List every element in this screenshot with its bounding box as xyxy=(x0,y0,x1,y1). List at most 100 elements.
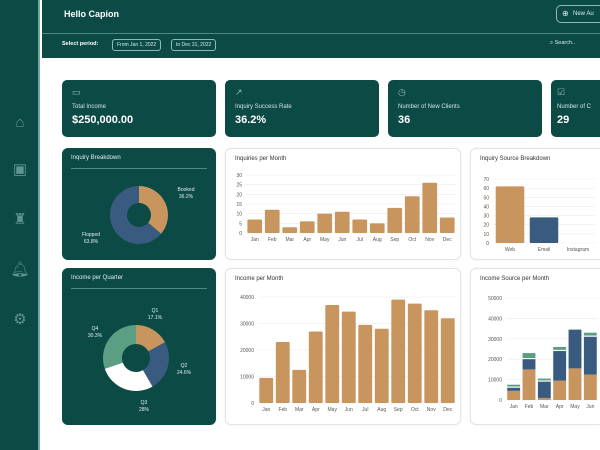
panel-title: Inquiry Breakdown xyxy=(71,155,121,161)
panel-title: Income per Month xyxy=(235,276,284,282)
x-tick-label: Apr xyxy=(556,404,564,410)
bar xyxy=(299,221,315,233)
panel-title: Income Source per Month xyxy=(480,276,550,282)
y-tick-label: 0 xyxy=(499,398,502,404)
bar-segment xyxy=(522,359,536,370)
trophy-icon[interactable]: ♜ xyxy=(13,211,27,228)
income-per-month-panel: Income per Month 0 10000 20000 30000 40000 Ja… xyxy=(225,268,461,425)
y-tick-label: 50000 xyxy=(488,296,502,302)
y-tick-label: 10 xyxy=(483,232,489,238)
inquiry-source-panel: Inquiry Source Breakdown 0 10 20 30 40 50 60 70… xyxy=(470,148,600,260)
income-source-chart: 0 10000 20000 30000 40000 50000 Jan Feb Mar Apr Ma… xyxy=(488,296,598,410)
slice-value: 17.1% xyxy=(148,315,163,321)
inquiries-per-month-chart: 0 5 10 15 20 25 30 Jan Feb Mar Apr May Jun Jul Aug Sep O… xyxy=(236,173,456,243)
bar xyxy=(358,324,373,403)
search-placeholder: Search.. xyxy=(554,40,576,46)
y-tick-label: 0 xyxy=(239,231,242,237)
clock-icon: ◷ xyxy=(398,87,406,97)
x-tick-label: Jun xyxy=(345,407,353,413)
bar xyxy=(391,299,406,403)
x-tick-label: Aug xyxy=(377,407,386,413)
card-label: Inquiry Success Rate xyxy=(235,104,292,110)
y-tick-label: 40000 xyxy=(240,295,254,301)
slice-value: 36.2% xyxy=(179,194,194,200)
donut-slice xyxy=(103,325,136,369)
bar-segment xyxy=(537,397,551,400)
x-tick-label: May xyxy=(328,407,338,413)
y-tick-label: 25 xyxy=(236,183,242,189)
x-tick-label: Jul xyxy=(362,407,368,413)
slice-value: 63.8% xyxy=(84,239,99,245)
x-tick-label: Apr xyxy=(303,237,311,243)
y-tick-label: 30 xyxy=(483,214,489,220)
x-tick-label: Nov xyxy=(425,237,434,243)
card-inquiry-success: ↗ Inquiry Success Rate 36.2% xyxy=(225,80,379,137)
bar-segment xyxy=(537,381,551,398)
slice-label: Q4 xyxy=(92,326,99,332)
bar xyxy=(369,223,385,233)
x-tick-label: May xyxy=(320,237,330,243)
y-tick-label: 10000 xyxy=(240,375,254,381)
card-clients: ☑ Number of C 29 xyxy=(551,80,600,137)
card-value: 29 xyxy=(557,114,570,126)
x-tick-label: Feb xyxy=(525,404,534,410)
new-button[interactable]: ⊕ New Au xyxy=(556,5,600,23)
inquiries-per-month-panel: Inquiries per Month 0 5 10 15 20 25 30 Jan Feb Ma… xyxy=(225,148,461,260)
y-tick-label: 10000 xyxy=(488,378,502,384)
x-tick-label: Jan xyxy=(251,237,259,243)
x-tick-label: Jan xyxy=(262,407,270,413)
donut-slice xyxy=(104,362,153,391)
bar xyxy=(440,318,455,403)
bar-segment xyxy=(568,329,582,369)
bar xyxy=(317,213,333,233)
donut-slice xyxy=(142,342,169,387)
donut-slice xyxy=(136,325,166,352)
y-tick-label: 60 xyxy=(483,186,489,192)
bell-icon[interactable]: 🔔︎ xyxy=(10,261,30,278)
bar-segment xyxy=(568,368,582,400)
x-tick-label: Dec xyxy=(443,237,452,243)
x-tick-label: Jul xyxy=(357,237,363,243)
y-tick-label: 70 xyxy=(483,177,489,183)
plus-circle-icon: ⊕ xyxy=(562,9,569,18)
bar xyxy=(259,377,274,403)
monitor-icon[interactable]: ▣ xyxy=(12,161,28,178)
search-input[interactable]: ⌕ Search.. xyxy=(550,40,575,47)
x-tick-label: Mar xyxy=(295,407,304,413)
bar xyxy=(387,207,403,233)
x-tick-label: Oct xyxy=(411,407,419,413)
x-tick-label: Aug xyxy=(373,237,382,243)
from-date-input[interactable]: From Jan 1, 2022 xyxy=(112,39,162,51)
bar-segment xyxy=(507,390,521,400)
store-icon[interactable]: ⌂ xyxy=(15,114,25,131)
x-tick-label: Jan xyxy=(510,404,518,410)
panel-title: Inquiries per Month xyxy=(235,156,287,162)
to-date-input[interactable]: to Dec 31, 2022 xyxy=(171,39,217,51)
bar-segment xyxy=(583,336,597,375)
bar-segment xyxy=(507,387,521,391)
y-tick-label: 0 xyxy=(251,401,254,407)
x-tick-label: May xyxy=(570,404,580,410)
donut-slice xyxy=(139,186,168,234)
card-value: 36.2% xyxy=(235,114,267,126)
gear-icon[interactable]: ⚙ xyxy=(13,311,27,328)
page-title: Hello Capion xyxy=(64,9,120,19)
x-tick-label: Oct xyxy=(408,237,416,243)
y-tick-label: 40000 xyxy=(488,316,502,322)
x-tick-label: Instagram xyxy=(567,247,589,253)
slice-value: 28% xyxy=(139,407,150,413)
income-source-panel: Income Source per Month 0 10000 20000 30000… xyxy=(470,268,600,425)
x-tick-label: Sep xyxy=(390,237,399,243)
y-tick-label: 30000 xyxy=(488,337,502,343)
card-new-clients: ◷ Number of New Clients 36 xyxy=(388,80,542,137)
x-tick-label: Feb xyxy=(268,237,277,243)
card-label: Total Income xyxy=(72,104,107,110)
chart-up-icon: ↗ xyxy=(235,87,243,97)
income-per-quarter-panel: Income per Quarter Q1 17.1% Q2 24.6% Q3 28% Q4… xyxy=(62,268,216,425)
new-button-label: New Au xyxy=(573,11,594,17)
bar xyxy=(374,328,389,403)
bar xyxy=(308,331,323,403)
inquiry-breakdown-panel: Inquiry Breakdown Booked 36.2% Flopped 63.8… xyxy=(62,148,216,260)
